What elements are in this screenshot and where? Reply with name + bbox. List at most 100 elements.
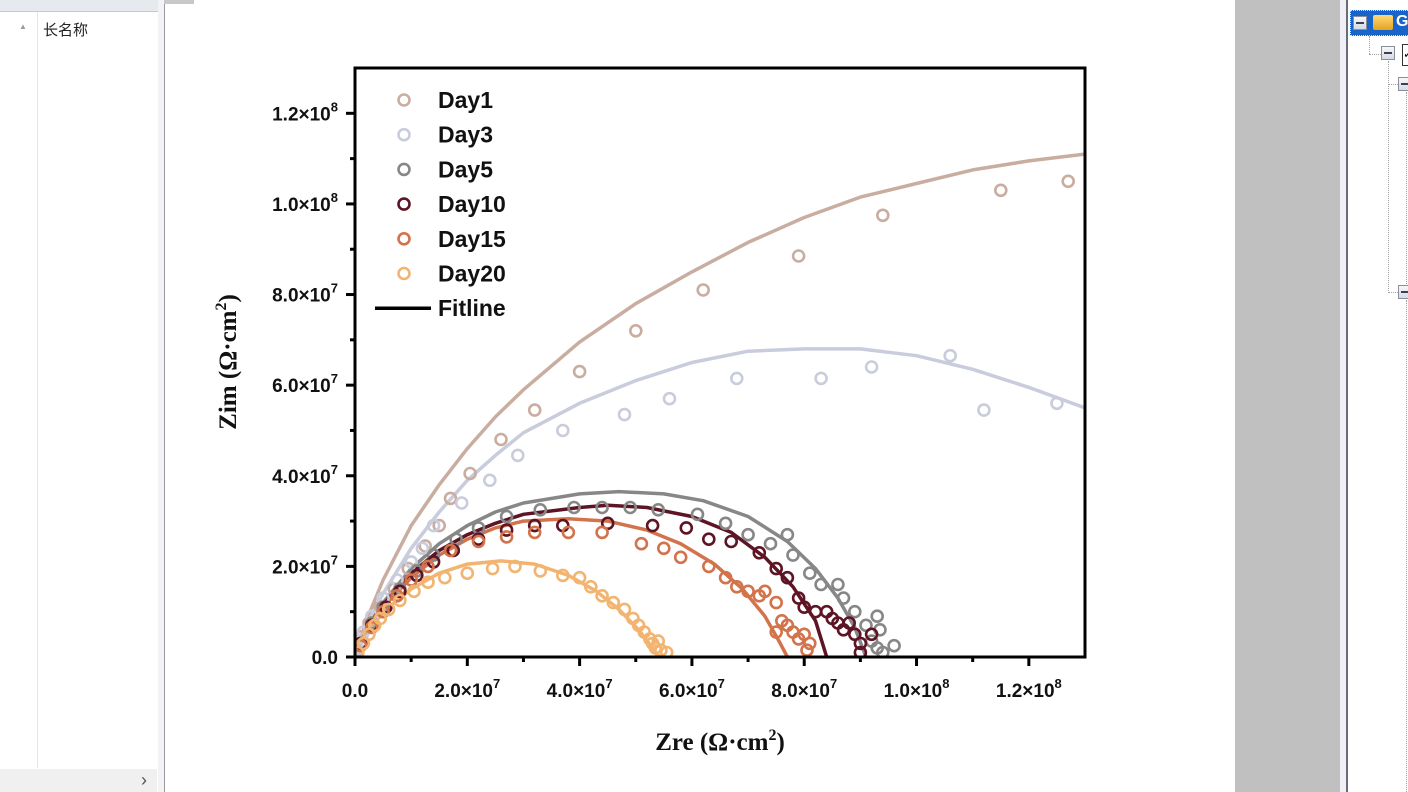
tree-connector — [1388, 84, 1400, 85]
series-day1 — [355, 152, 1085, 657]
data-point — [421, 559, 435, 574]
column-header-long-name[interactable]: 长名称 — [43, 21, 89, 39]
data-point — [499, 509, 514, 524]
panel-toolbar — [0, 0, 158, 12]
tree-root-node[interactable]: G — [1350, 10, 1408, 36]
column-divider[interactable] — [37, 12, 38, 768]
data-point — [379, 600, 393, 615]
collapse-icon[interactable] — [1398, 285, 1408, 299]
legend: Day1 Day3 Day5 Day10 Day15 Day20 Fitline — [375, 87, 506, 321]
data-point — [415, 541, 430, 556]
data-point — [356, 625, 371, 639]
data-point — [679, 521, 694, 535]
data-point — [355, 645, 365, 657]
collapse-icon[interactable] — [1381, 46, 1395, 60]
data-point — [701, 559, 716, 574]
data-point — [628, 323, 643, 338]
legend-label-day5: Day5 — [438, 156, 493, 182]
y-tick-label: 0.0 — [312, 648, 338, 669]
data-point — [814, 577, 828, 592]
data-point — [808, 604, 823, 619]
data-point — [600, 516, 615, 531]
data-point — [401, 561, 416, 576]
data-point — [741, 584, 755, 599]
data-point — [870, 641, 885, 655]
data-point — [847, 604, 862, 619]
points-day3 — [355, 348, 1064, 655]
data-point — [977, 403, 991, 417]
series-day5 — [355, 489, 868, 657]
splitter[interactable] — [158, 0, 194, 792]
data-point — [393, 582, 407, 596]
data-point — [1050, 396, 1064, 411]
legend-label-day1: Day1 — [438, 87, 493, 113]
data-point — [572, 570, 587, 585]
data-point — [1061, 174, 1075, 189]
horizontal-scrollbar[interactable]: › — [0, 769, 157, 792]
data-point — [791, 632, 806, 646]
data-point — [873, 622, 887, 637]
data-point — [533, 564, 548, 578]
data-point — [831, 577, 845, 592]
data-point — [409, 564, 424, 578]
data-point — [362, 616, 376, 630]
data-point — [426, 555, 441, 569]
data-point — [718, 570, 733, 585]
data-point — [364, 609, 379, 624]
data-point — [449, 532, 463, 547]
data-point — [555, 568, 570, 583]
data-point — [426, 548, 441, 562]
sort-ascending-icon[interactable]: ▲ — [19, 22, 27, 31]
data-point — [943, 348, 958, 363]
data-point — [446, 543, 461, 558]
data-point — [631, 618, 646, 633]
fitline-day10 — [355, 503, 829, 657]
collapse-icon[interactable] — [1398, 77, 1408, 91]
legend-label-day15: Day15 — [438, 226, 506, 252]
data-point — [729, 371, 744, 386]
legend-marker-day3 — [397, 127, 411, 142]
data-point — [367, 618, 382, 633]
data-point — [791, 249, 806, 263]
data-point — [426, 518, 441, 533]
data-point — [718, 516, 733, 531]
data-point — [887, 638, 901, 653]
data-point — [802, 636, 817, 651]
legend-marker-day15 — [397, 232, 411, 246]
checkbox[interactable]: ✓ — [1402, 44, 1408, 66]
collapse-icon[interactable] — [1353, 16, 1367, 30]
data-point — [390, 588, 404, 603]
fitline-day1 — [355, 152, 1085, 657]
data-point — [362, 627, 376, 642]
points-day1 — [355, 174, 1075, 657]
data-point — [769, 595, 784, 610]
data-point — [499, 523, 514, 537]
series-day10 — [355, 503, 829, 657]
legend-label-day20: Day20 — [438, 261, 506, 287]
points-day20 — [355, 559, 674, 657]
fitline-day15 — [355, 517, 789, 657]
data-point — [870, 609, 885, 624]
data-point — [645, 636, 660, 651]
tree-connector — [1388, 61, 1389, 291]
data-point — [651, 634, 666, 648]
x-tick-label: 6.0×107 — [659, 676, 725, 702]
tree-connector — [1369, 54, 1381, 55]
data-point — [864, 360, 879, 374]
chevron-right-icon[interactable]: › — [141, 770, 147, 790]
data-point — [421, 575, 435, 590]
data-point — [355, 641, 365, 655]
data-point — [662, 391, 677, 406]
data-point — [654, 643, 668, 657]
points-day10 — [355, 516, 879, 657]
data-point — [572, 364, 587, 379]
x-tick-label: 1.0×108 — [884, 676, 950, 702]
x-tick-label: 1.2×108 — [996, 676, 1062, 702]
legend-marker-day1 — [397, 93, 411, 107]
data-point — [404, 573, 419, 587]
x-tick-label: 0.0 — [342, 681, 368, 702]
data-point — [364, 616, 379, 630]
data-point — [527, 518, 542, 533]
data-point — [876, 645, 890, 657]
data-point — [786, 625, 800, 639]
